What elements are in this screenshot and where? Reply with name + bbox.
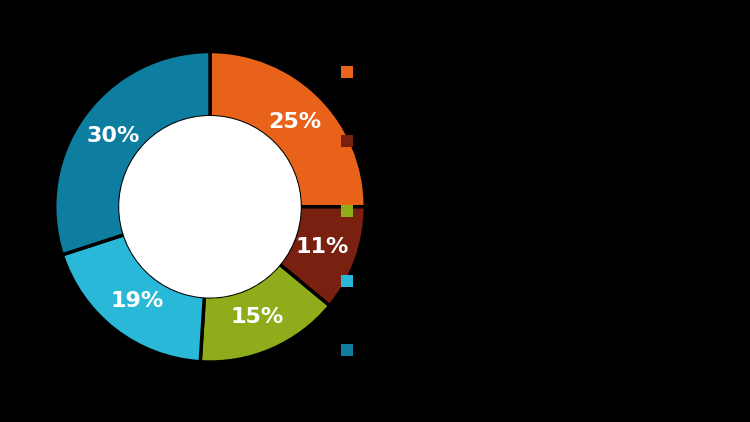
Wedge shape: [62, 235, 204, 362]
Wedge shape: [55, 51, 210, 255]
Text: 19%: 19%: [110, 291, 164, 311]
Text: 25%: 25%: [268, 112, 321, 132]
Wedge shape: [280, 207, 365, 306]
Wedge shape: [200, 264, 330, 362]
Wedge shape: [210, 51, 365, 207]
Text: 15%: 15%: [231, 306, 284, 327]
Text: 30%: 30%: [86, 127, 140, 146]
Text: 11%: 11%: [296, 237, 350, 257]
Circle shape: [120, 117, 300, 297]
